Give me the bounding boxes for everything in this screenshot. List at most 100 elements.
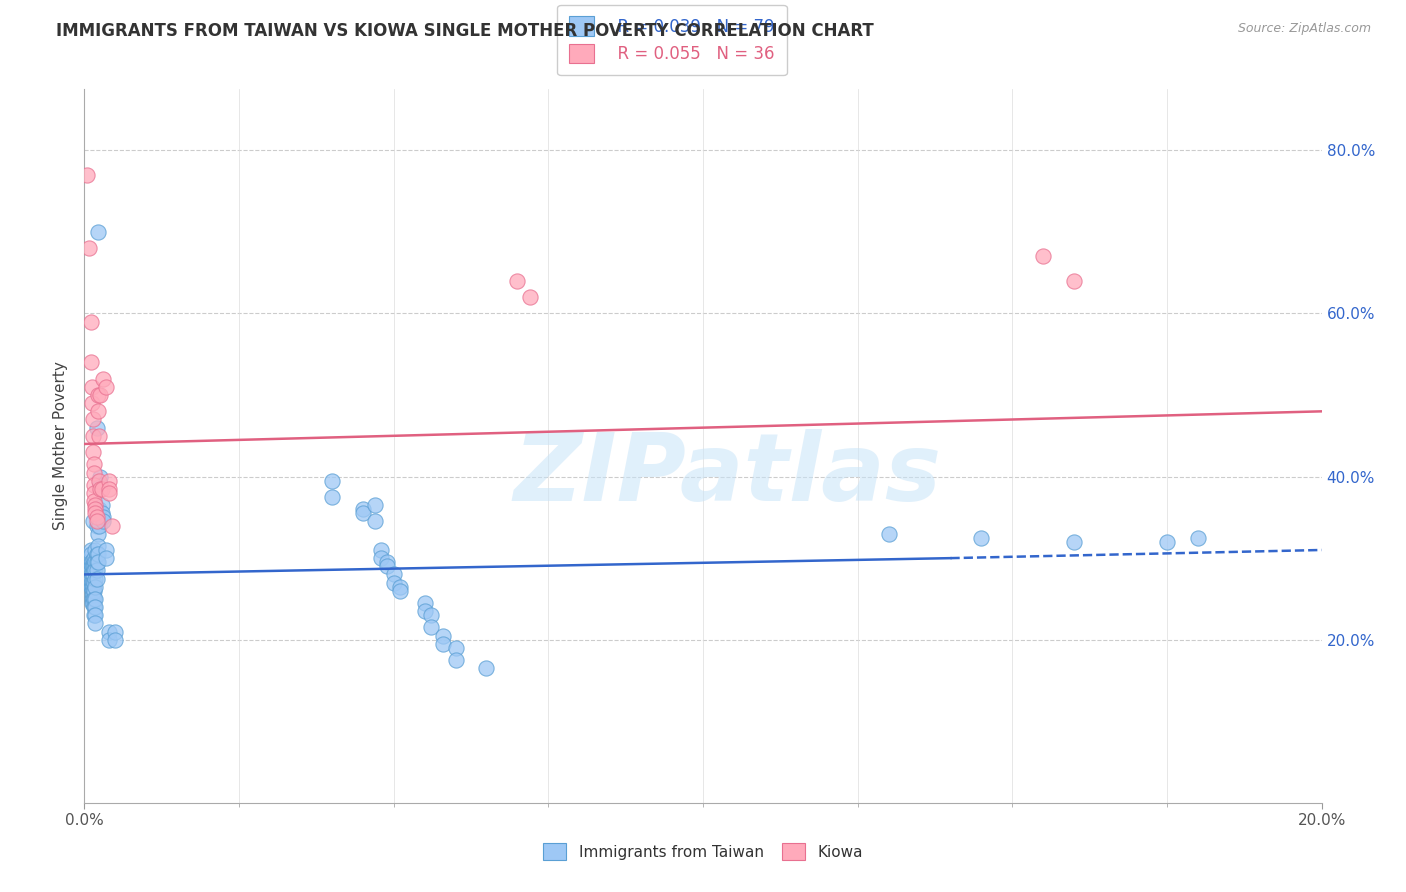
Point [79,355,101,369]
Text: ZIPatlas: ZIPatlas [513,428,942,521]
Point [80,555,103,569]
Y-axis label: Single Mother Poverty: Single Mother Poverty [53,361,69,531]
Point [80,567,103,582]
Point [1187,531,1209,545]
Point [84,506,107,520]
Point [506,274,529,288]
Point [94,380,117,394]
Point [90,506,112,520]
Point [84,498,107,512]
Point [79,547,101,561]
Point [82,429,104,443]
Point [98,624,121,639]
Point [94,543,117,558]
Point [89,477,111,491]
Text: IMMIGRANTS FROM TAIWAN VS KIOWA SINGLE MOTHER POVERTY CORRELATION CHART: IMMIGRANTS FROM TAIWAN VS KIOWA SINGLE M… [56,22,875,40]
Point [87,539,110,553]
Point [86,572,108,586]
Point [352,506,374,520]
Point [89,510,111,524]
Point [86,420,108,434]
Point [80,588,103,602]
Point [89,482,111,496]
Point [86,518,108,533]
Point [84,608,107,623]
Point [89,518,111,533]
Point [83,486,105,500]
Point [80,583,103,598]
Legend: Immigrants from Taiwan, Kiowa: Immigrants from Taiwan, Kiowa [537,837,869,866]
Point [80,580,103,594]
Point [83,458,105,472]
Point [83,608,105,623]
Point [87,225,110,239]
Point [1032,249,1054,263]
Point [82,559,104,574]
Point [475,661,498,675]
Point [86,515,108,529]
Point [98,486,121,500]
Point [86,510,108,524]
Point [79,241,101,255]
Point [444,640,467,655]
Point [82,567,104,582]
Point [364,515,387,529]
Point [79,575,101,590]
Point [82,575,104,590]
Point [83,477,105,491]
Point [419,620,441,634]
Point [321,474,343,488]
Point [83,559,105,574]
Point [91,510,114,524]
Point [1156,534,1178,549]
Point [104,632,127,647]
Point [89,469,111,483]
Point [94,551,117,566]
Point [82,583,104,598]
Point [98,482,121,496]
Point [89,474,111,488]
Point [84,580,107,594]
Point [82,580,104,594]
Point [89,429,111,443]
Point [87,526,110,541]
Point [86,555,108,569]
Point [413,604,436,618]
Point [83,575,105,590]
Point [83,551,105,566]
Point [91,515,114,529]
Point [321,490,343,504]
Point [382,575,405,590]
Point [388,583,411,598]
Point [104,624,127,639]
Point [84,563,107,577]
Point [444,653,467,667]
Point [79,580,101,594]
Point [519,290,541,304]
Point [79,555,101,569]
Point [90,482,112,496]
Point [83,466,105,480]
Point [89,502,111,516]
Point [90,498,112,512]
Point [370,551,392,566]
Point [89,388,111,402]
Point [413,596,436,610]
Point [84,591,107,606]
Point [432,637,454,651]
Point [83,583,105,598]
Point [1063,274,1085,288]
Point [83,563,105,577]
Point [79,572,101,586]
Point [382,567,405,582]
Point [377,559,399,574]
Point [98,474,121,488]
Point [79,559,101,574]
Point [80,575,103,590]
Point [101,518,124,533]
Point [87,388,110,402]
Point [352,502,374,516]
Point [87,404,110,418]
Point [370,543,392,558]
Point [86,547,108,561]
